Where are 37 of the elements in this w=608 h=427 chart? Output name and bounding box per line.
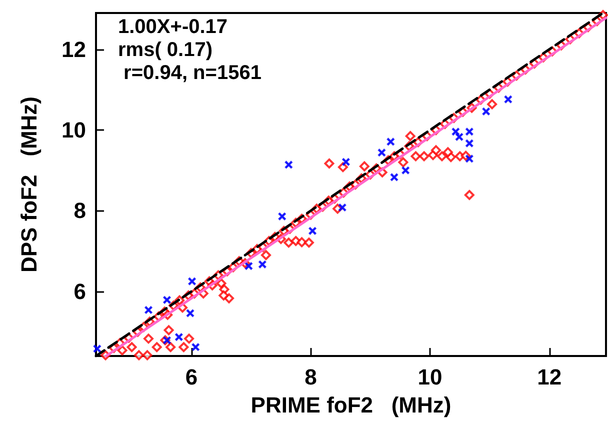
point: [456, 133, 464, 141]
x-tick-label: 8: [304, 364, 317, 390]
annotation: rms( 0.17): [118, 39, 212, 61]
y-tick-label: 12: [62, 36, 86, 62]
point: [386, 138, 394, 146]
point: [144, 306, 152, 314]
point: [258, 260, 266, 268]
y-tick-label: 6: [74, 278, 86, 304]
x-tick-label: 6: [185, 364, 198, 390]
point: [504, 96, 512, 104]
x-tick-label: 10: [418, 364, 442, 390]
point: [186, 309, 194, 317]
point: [342, 158, 350, 166]
point: [452, 128, 460, 136]
point: [163, 296, 171, 304]
point: [378, 148, 386, 156]
point: [338, 204, 346, 212]
annotation: r=0.94, n=1561: [118, 62, 262, 84]
x-tick-label: 12: [537, 364, 562, 390]
y-tick-label: 8: [74, 198, 86, 224]
annotation: 1.00X+-0.17: [118, 16, 228, 38]
point: [278, 212, 286, 220]
x-axis-title: PRIME foF2 (MHz): [250, 392, 452, 418]
point: [192, 343, 200, 351]
y-tick-label: 10: [62, 118, 86, 143]
point: [466, 140, 474, 148]
point: [93, 344, 101, 352]
point: [402, 166, 410, 174]
point: [466, 128, 474, 136]
point: [188, 278, 196, 286]
point: [308, 227, 316, 235]
point: [482, 108, 490, 116]
point: [284, 160, 292, 168]
point: [175, 333, 183, 341]
point: [390, 173, 398, 181]
y-axis-title: DPS foF2 (MHz): [16, 96, 42, 272]
point: [244, 262, 252, 270]
